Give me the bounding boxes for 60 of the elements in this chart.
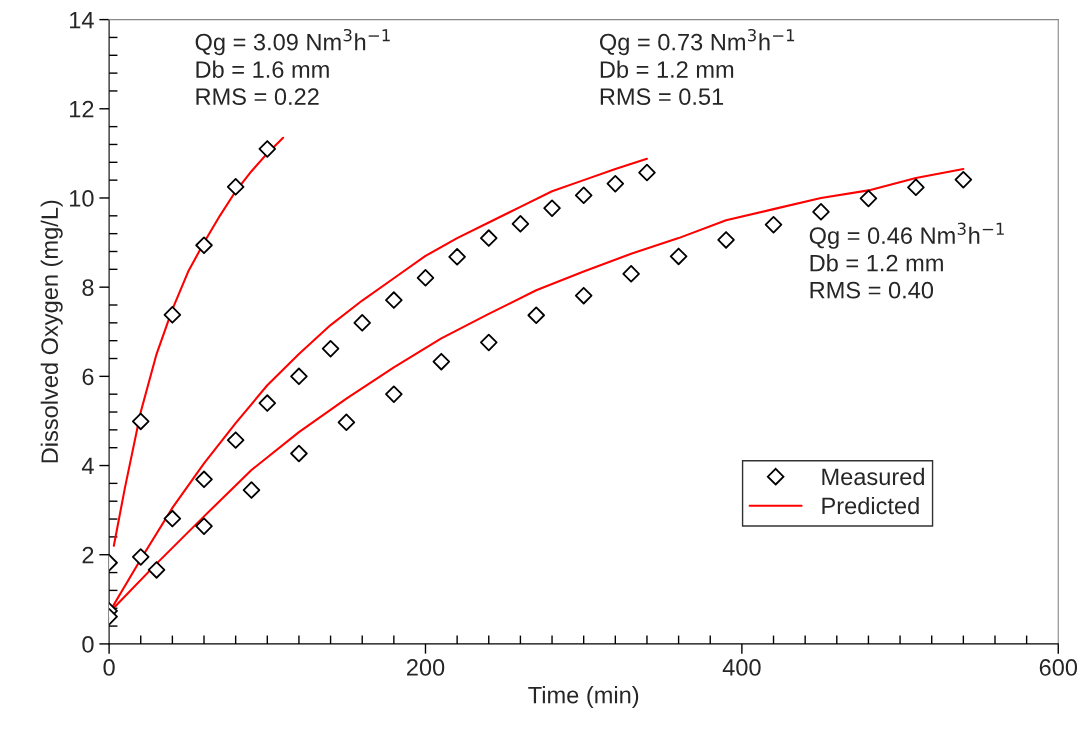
point [163,509,182,528]
y-tick-label: 8 [82,279,94,296]
point [812,203,830,221]
y-axis-title: Dissolved Oxygen (mg/L) [40,200,63,463]
point [907,178,925,197]
point [131,548,150,566]
point [195,236,213,255]
point [258,394,277,412]
point [131,412,150,431]
y-tick-label: 0 [82,635,94,653]
point [385,385,403,403]
legend-label: Measured [822,467,924,486]
point [574,186,593,205]
point [574,286,593,305]
point [511,215,530,233]
point [337,413,356,432]
line-series [112,136,285,547]
point [859,189,878,208]
point [448,248,466,266]
point [147,561,166,579]
point [638,163,656,182]
point [195,517,213,535]
x-tick-label: 0 [103,659,115,676]
point [669,247,688,266]
point [622,265,640,283]
legend-label: Predicted [822,496,919,515]
point [290,367,308,386]
y-tick-label: 4 [81,457,94,475]
text: Qg = 3.09 Nm$^{3}$h$^{−1}$ Db = 1.6 mm RMS = 0.22 [195,28,390,106]
point [242,481,261,499]
y-tick-label: 14 [70,11,94,29]
x-tick-label: 600 [1039,659,1078,676]
text: Qg = 0.46 Nm$^{3}$h$^{−1}$ Db = 1.2 mm RMS = 0.40 [809,222,1004,299]
point [226,178,245,196]
point [480,333,498,352]
x-tick-label: 400 [722,659,761,676]
point [954,170,973,189]
point [764,215,783,234]
point [163,306,182,324]
y-tick-label: 12 [70,100,94,118]
point [543,199,561,217]
y-tick-label: 6 [82,368,94,386]
text: Qg = 0.73 Nm$^{3}$h$^{−1}$ Db = 1.2 mm RMS = 0.51 [599,28,795,106]
point [527,306,545,325]
point [416,269,435,287]
point [432,352,451,371]
point [717,231,735,249]
point [321,339,340,358]
point [195,470,213,489]
y-tick-label: 2 [82,546,94,564]
x-axis-title: Time (min) [528,686,639,709]
point [226,431,245,449]
point [353,314,371,332]
point [480,229,498,247]
point [258,140,277,158]
y-tick-label: 10 [70,190,94,207]
point [385,291,403,309]
point [606,174,625,193]
x-tick-label: 200 [406,659,445,676]
point [290,444,308,463]
